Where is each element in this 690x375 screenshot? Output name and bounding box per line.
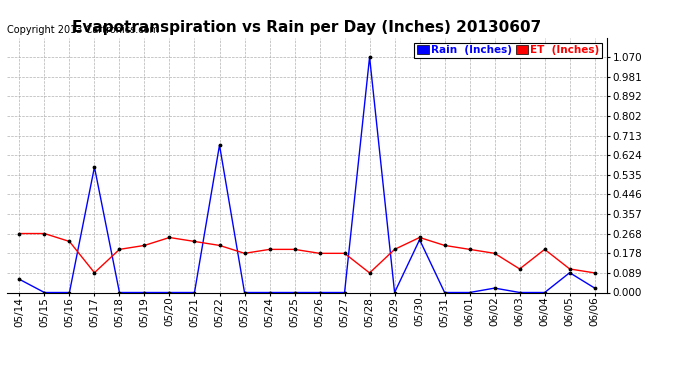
Title: Evapotranspiration vs Rain per Day (Inches) 20130607: Evapotranspiration vs Rain per Day (Inch… [72, 20, 542, 35]
Text: Copyright 2013 Cartronics.com: Copyright 2013 Cartronics.com [7, 25, 159, 35]
Legend: Rain  (Inches), ET  (Inches): Rain (Inches), ET (Inches) [414, 43, 602, 58]
